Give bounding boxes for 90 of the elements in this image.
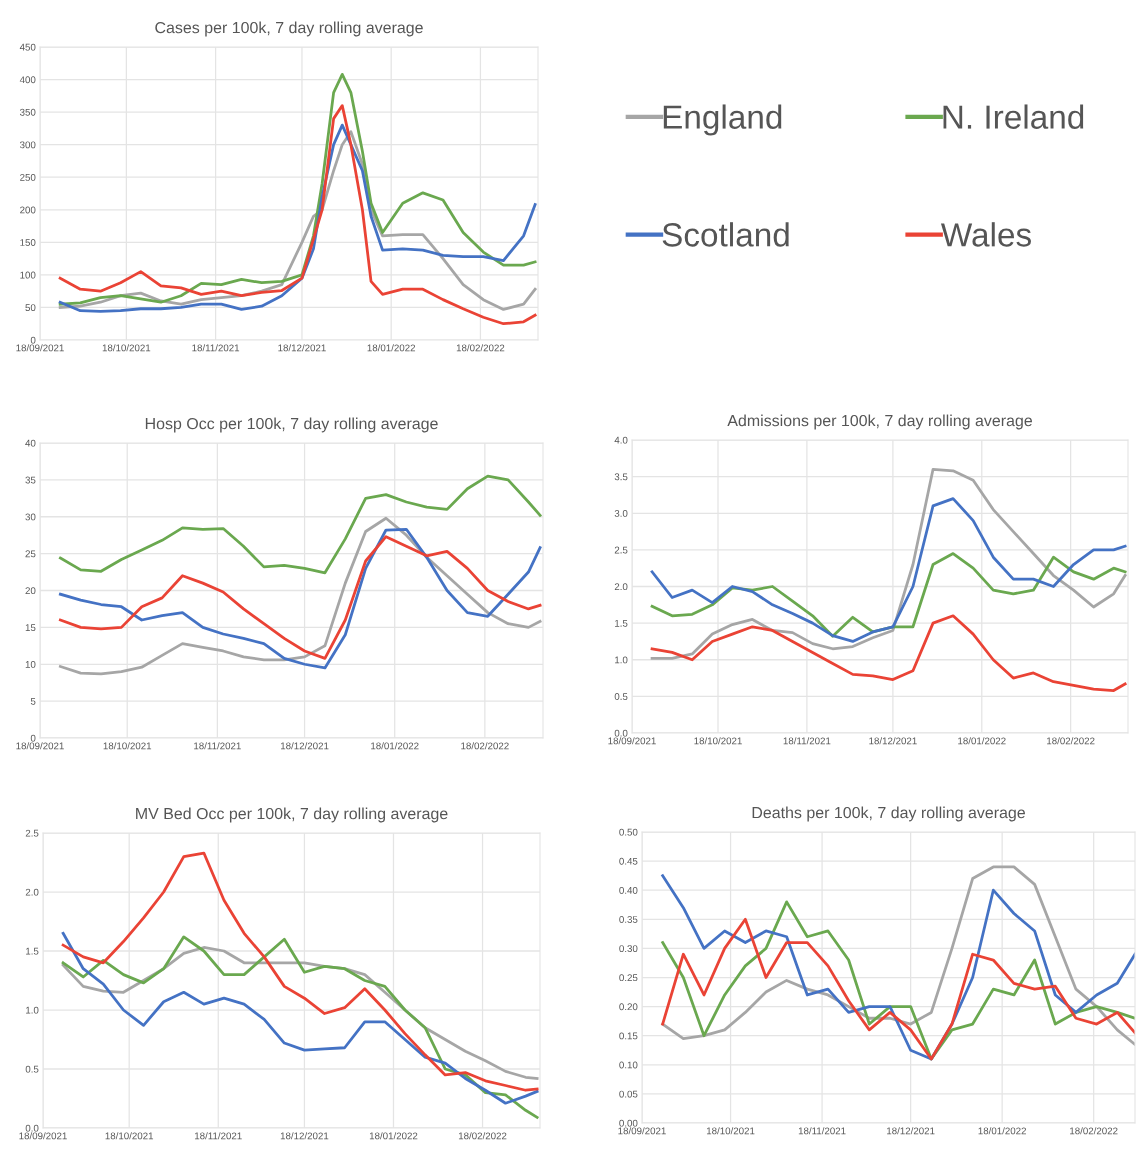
- y-tick-label: 100: [20, 271, 36, 279]
- x-tick-label: 18/01/2022: [367, 344, 416, 352]
- x-tick-label: 18/10/2021: [694, 737, 742, 745]
- y-tick-label: 300: [19, 141, 36, 149]
- y-tick-label: 0.10: [619, 1061, 638, 1069]
- y-tick-label: 200: [20, 206, 36, 214]
- x-tick-label: 18/09/2021: [608, 737, 656, 745]
- y-tick-label: 0.05: [619, 1090, 638, 1098]
- x-tick-label: 18/01/2022: [369, 1132, 418, 1140]
- x-tick-label: 18/02/2022: [458, 1132, 507, 1140]
- y-tick-label: 40: [25, 439, 36, 447]
- legend-label: N. Ireland: [943, 104, 1084, 129]
- line-series: [58, 72, 537, 306]
- y-tick-label: 2.5: [614, 546, 628, 554]
- x-tick-label: 18/09/2021: [618, 1127, 666, 1135]
- y-tick-label: 3.0: [614, 509, 628, 517]
- x-tick-label: 18/01/2022: [371, 742, 419, 750]
- legend-label: England: [663, 104, 782, 136]
- y-tick-label: 2.0: [614, 583, 628, 591]
- x-tick-label: 18/10/2021: [706, 1127, 755, 1135]
- y-tick-label: 150: [20, 239, 36, 246]
- x-tick-label: 18/11/2021: [194, 742, 241, 750]
- x-tick-label: 18/02/2022: [1070, 1127, 1118, 1135]
- x-tick-label: 18/09/2021: [16, 742, 64, 750]
- x-tick-label: 18/11/2021: [783, 737, 831, 745]
- line-series: [58, 474, 542, 575]
- y-tick-label: 0.00: [619, 1119, 638, 1127]
- y-tick-label: 2.0: [25, 888, 39, 896]
- y-tick-label: 10: [25, 660, 36, 668]
- y-tick-label: 0.30: [619, 945, 638, 953]
- y-tick-label: 0.5: [25, 1065, 39, 1073]
- y-tick-label: 30: [25, 513, 36, 521]
- x-tick-label: 18/10/2021: [105, 1132, 154, 1140]
- y-tick-label: 5: [30, 697, 36, 705]
- y-tick-label: 3.5: [614, 473, 628, 481]
- y-tick-label: 0.40: [619, 886, 638, 894]
- line-series: [650, 467, 1127, 660]
- x-tick-label: 18/02/2022: [461, 742, 509, 750]
- y-tick-label: 0.25: [619, 974, 638, 982]
- y-tick-label: 4.0: [614, 436, 628, 444]
- y-tick-label: 20: [25, 587, 36, 595]
- x-tick-label: 18/01/2022: [958, 737, 1006, 745]
- legend-label: Wales: [940, 222, 1031, 247]
- x-tick-label: 18/09/2021: [16, 344, 64, 352]
- y-tick-label: 0: [30, 734, 36, 742]
- y-tick-label: 400: [19, 76, 36, 84]
- chart-title: Cases per 100k, 7 day rolling average: [155, 21, 423, 37]
- chart-title: Admissions per 100k, 7 day rolling average: [727, 414, 1033, 430]
- y-tick-label: 0.15: [619, 1032, 638, 1040]
- x-tick-label: 18/12/2021: [280, 1132, 329, 1140]
- y-tick-label: 350: [19, 108, 36, 116]
- y-tick-label: 250: [20, 173, 36, 181]
- chart-title: MV Bed Occ per 100k, 7 day rolling average: [136, 807, 448, 823]
- chart-title: Deaths per 100k, 7 day rolling average: [752, 806, 1025, 822]
- y-tick-label: 450: [19, 43, 36, 51]
- x-tick-label: 18/09/2021: [19, 1132, 67, 1140]
- y-tick-label: 1.5: [615, 619, 628, 627]
- y-tick-label: 0.35: [619, 916, 638, 923]
- line-series: [61, 851, 539, 1092]
- y-tick-label: 1.5: [26, 947, 39, 955]
- line-series: [650, 614, 1127, 692]
- x-tick-label: 18/12/2021: [869, 737, 917, 745]
- x-tick-label: 18/01/2022: [978, 1127, 1026, 1135]
- y-tick-label: 0.50: [619, 828, 638, 836]
- y-tick-label: 0.20: [619, 1003, 638, 1011]
- y-tick-label: 0.0: [614, 729, 628, 737]
- legend-label: Scotland: [662, 222, 789, 247]
- x-tick-label: 18/10/2021: [103, 742, 152, 750]
- y-tick-label: 25: [25, 550, 36, 558]
- x-tick-label: 18/12/2021: [278, 344, 326, 352]
- x-tick-label: 18/11/2021: [192, 344, 240, 352]
- y-tick-label: 0.5: [614, 693, 628, 700]
- y-tick-label: 50: [25, 304, 36, 312]
- y-tick-label: 0.45: [619, 857, 638, 865]
- x-tick-label: 18/10/2021: [102, 344, 151, 352]
- y-tick-label: 0.0: [25, 1124, 39, 1132]
- x-tick-label: 18/02/2022: [456, 344, 505, 352]
- x-tick-label: 18/11/2021: [195, 1132, 242, 1140]
- y-tick-label: 15: [25, 624, 36, 631]
- chart-title: Hosp Occ per 100k, 7 day rolling average: [145, 417, 438, 433]
- x-tick-label: 18/11/2021: [798, 1127, 846, 1135]
- y-tick-label: 2.5: [25, 829, 39, 837]
- y-tick-label: 1.0: [26, 1006, 39, 1014]
- x-tick-label: 18/02/2022: [1047, 737, 1095, 745]
- line-series: [650, 497, 1127, 643]
- y-tick-label: 1.0: [615, 656, 628, 664]
- y-tick-label: 0: [30, 336, 36, 344]
- y-tick-label: 35: [25, 476, 36, 484]
- x-tick-label: 18/12/2021: [887, 1127, 935, 1135]
- x-tick-label: 18/12/2021: [281, 742, 329, 750]
